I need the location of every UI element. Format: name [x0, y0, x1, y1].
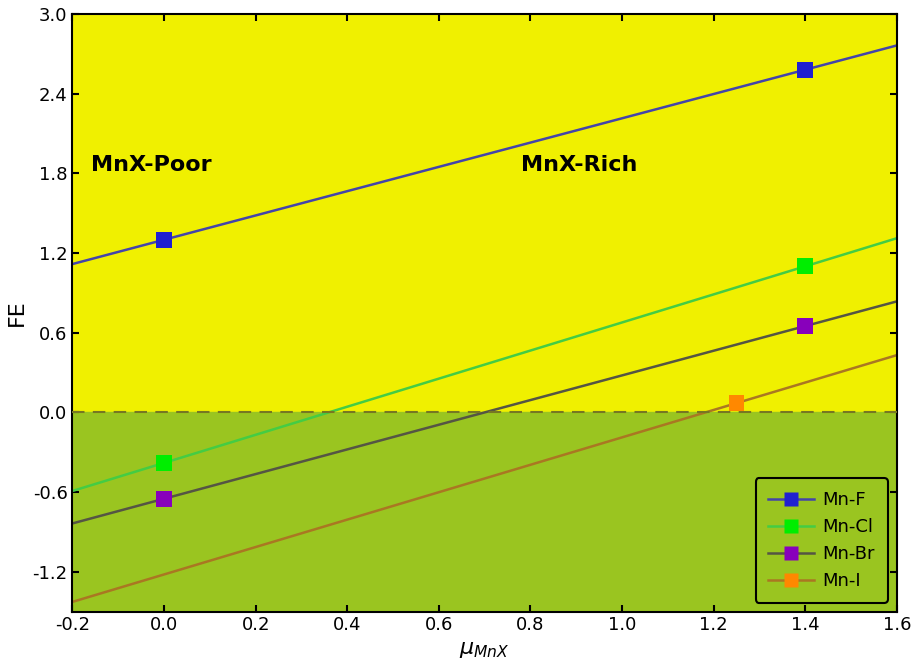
Text: MnX-Poor: MnX-Poor [91, 155, 211, 175]
Point [798, 261, 812, 271]
Point [157, 494, 172, 504]
Y-axis label: FE: FE [7, 299, 27, 326]
Point [729, 398, 744, 408]
Legend: Mn-F, Mn-Cl, Mn-Br, Mn-I: Mn-F, Mn-Cl, Mn-Br, Mn-I [756, 478, 888, 602]
Point [157, 458, 172, 468]
Point [798, 321, 812, 331]
Point [798, 65, 812, 75]
Text: MnX-Rich: MnX-Rich [521, 155, 638, 175]
X-axis label: $\mu_{MnX}$: $\mu_{MnX}$ [459, 640, 510, 660]
Point [157, 234, 172, 245]
